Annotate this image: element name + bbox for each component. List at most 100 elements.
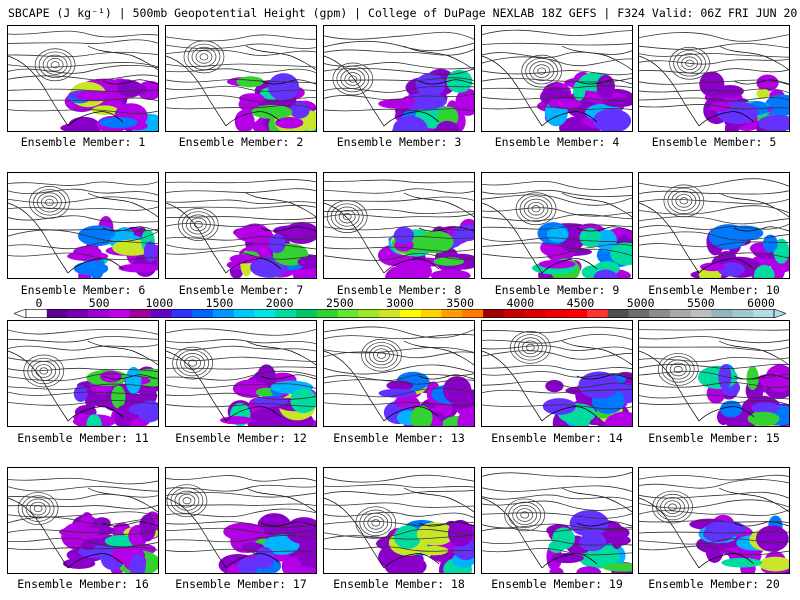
height-contour [324, 246, 474, 252]
ensemble-member-label: Ensemble Member: 18 [333, 577, 465, 591]
closed-contour [46, 58, 64, 72]
closed-contour [31, 361, 57, 381]
colorbar-tick-label: 1000 [145, 296, 174, 310]
height-contour [639, 394, 789, 400]
colorbar-swatch [670, 309, 692, 318]
colorbar-swatch [129, 309, 152, 318]
height-contour [639, 474, 789, 481]
closed-contour [191, 46, 217, 67]
cape-shading [548, 98, 582, 109]
map-canvas [324, 31, 474, 131]
height-contour [8, 181, 158, 186]
cape-shading [442, 376, 472, 405]
height-contour [166, 370, 316, 381]
colorbar-tick-label: 0 [35, 296, 43, 310]
colorbar-swatch [88, 309, 110, 318]
closed-contour [37, 192, 62, 213]
height-contour [8, 228, 158, 232]
height-contour [324, 373, 474, 381]
closed-contour [21, 495, 55, 522]
colorbar-swatch [628, 309, 650, 318]
closed-contour [34, 48, 76, 82]
height-contour [639, 400, 789, 406]
height-contour [639, 478, 789, 489]
closed-contour [667, 187, 701, 215]
height-contour [8, 335, 158, 343]
height-contour [324, 253, 474, 261]
colorbar-min-arrow [14, 309, 27, 318]
colorbar-swatch [171, 309, 193, 318]
height-contour [8, 477, 158, 485]
map-panel [481, 320, 633, 427]
colorbar-swatch [26, 309, 48, 318]
closed-contour [510, 330, 551, 364]
closed-contour [671, 190, 697, 211]
closed-contour [521, 54, 563, 88]
cape-shading [129, 554, 146, 573]
height-contour [8, 383, 158, 390]
ensemble-member-label: Ensemble Member: 12 [175, 431, 307, 445]
height-contour [482, 494, 632, 502]
height-contour [324, 67, 474, 76]
height-contour [639, 531, 789, 534]
height-contour [639, 336, 789, 344]
closed-contour [365, 342, 398, 369]
cape-shading [114, 405, 133, 426]
closed-contour [522, 340, 539, 355]
colorbar-swatch [607, 309, 629, 318]
coastline [639, 192, 789, 274]
height-contour [482, 523, 632, 531]
coastline [482, 45, 632, 127]
height-contour [482, 512, 632, 519]
closed-contour [679, 197, 689, 205]
colorbar-swatch [213, 309, 235, 318]
cape-shading [569, 510, 609, 537]
closed-contour [181, 211, 215, 238]
closed-contour [377, 351, 386, 359]
cape-shading [268, 234, 286, 254]
cape-shading [392, 115, 428, 131]
colorbar-tick-label: 1500 [205, 296, 234, 310]
closed-contour [187, 43, 221, 71]
colorbar-swatch [46, 309, 68, 318]
height-contour [482, 380, 632, 389]
closed-contour [504, 498, 546, 532]
cape-shading [73, 413, 87, 422]
closed-contour [525, 57, 559, 85]
colorbar-swatch [379, 309, 401, 318]
map-canvas [166, 179, 316, 278]
map-canvas [639, 329, 789, 426]
colorbar-swatch [109, 309, 131, 318]
closed-contour [330, 203, 364, 230]
colorbar-tick-label: 4000 [506, 296, 535, 310]
colorbar-tick-label: 5500 [686, 296, 715, 310]
cape-shading [550, 553, 584, 564]
height-contour [166, 548, 316, 553]
height-contour [324, 213, 474, 218]
height-contour [324, 520, 474, 526]
height-contour [639, 43, 789, 50]
closed-contour [38, 51, 72, 78]
closed-contour [23, 354, 65, 388]
height-contour [482, 364, 632, 371]
closed-contour [199, 53, 209, 61]
height-contour [324, 529, 474, 539]
cape-shading [603, 411, 632, 426]
cape-shading [399, 260, 432, 278]
ensemble-member-label: Ensemble Member: 1 [20, 135, 146, 149]
height-contour [166, 491, 316, 498]
cape-shading [753, 264, 775, 278]
height-contour [324, 334, 474, 340]
map-panel [638, 172, 790, 279]
height-contour [482, 371, 632, 378]
cape-shading [273, 225, 310, 236]
height-contour [324, 179, 474, 184]
closed-contour [178, 493, 196, 508]
closed-contour [660, 497, 685, 518]
colorbar-tick-label: 500 [88, 296, 110, 310]
map-panel [481, 172, 633, 279]
closed-contour [29, 501, 47, 516]
closed-contour [174, 490, 200, 511]
cape-shading [602, 562, 632, 572]
height-contour [482, 548, 632, 556]
